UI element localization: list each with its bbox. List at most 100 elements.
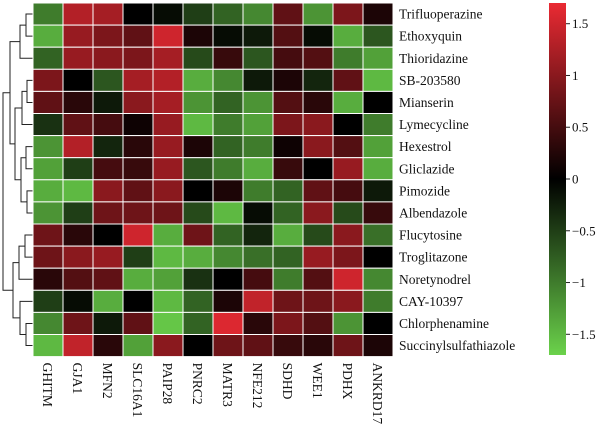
heatmap-cell [62, 334, 94, 358]
heatmap-cell [92, 2, 124, 26]
heatmap-cell [62, 90, 94, 115]
heatmap-cell [242, 68, 274, 92]
heatmap-cell [122, 289, 154, 313]
heatmap-cell [62, 68, 94, 92]
heatmap-cell [122, 334, 154, 358]
row-label: Succinylsulfathiazole [399, 338, 515, 353]
heatmap-cell [362, 2, 394, 26]
row-label: Ethoxyquin [399, 29, 462, 44]
heatmap-cell [272, 289, 304, 313]
heatmap-cell [122, 24, 154, 48]
heatmap-cell [302, 334, 334, 358]
heatmap-cell [32, 223, 64, 247]
heatmap-cell [122, 245, 154, 269]
heatmap-cell [182, 2, 214, 26]
heatmap-cell [62, 201, 94, 225]
heatmap-cell [92, 223, 124, 247]
heatmap-cell [332, 245, 364, 269]
heatmap-cells [32, 2, 394, 358]
heatmap-cell [62, 157, 94, 181]
heatmap-cell [302, 311, 334, 335]
heatmap-cell [212, 2, 244, 26]
colorbar-tick-label: 0 [572, 172, 579, 187]
colorbar-tick-label: 1 [572, 68, 579, 83]
heatmap-cell [362, 267, 394, 291]
column-label: GJA1 [70, 363, 85, 395]
heatmap-cell [122, 267, 154, 291]
column-label: GHITM [40, 363, 55, 407]
heatmap-cell [182, 179, 214, 203]
row-label: SB-203580 [399, 73, 461, 88]
heatmap-cell [92, 289, 124, 313]
heatmap-cell [122, 46, 154, 70]
heatmap-cell [182, 68, 214, 92]
heatmap-cell [362, 311, 394, 335]
heatmap-cell [212, 245, 244, 269]
row-label: Hexestrol [399, 139, 452, 154]
heatmap-cell [92, 157, 124, 181]
heatmap-cell [332, 267, 364, 291]
heatmap-cell [302, 223, 334, 247]
heatmap-cell [182, 334, 214, 358]
heatmap-cell [92, 311, 124, 335]
row-label: Mianserin [399, 95, 454, 110]
heatmap-cell [92, 135, 124, 159]
heatmap-cell [332, 68, 364, 92]
heatmap-cell [242, 46, 274, 70]
heatmap-cell [362, 289, 394, 313]
heatmap-cell [332, 135, 364, 159]
heatmap-cell [302, 289, 334, 313]
heatmap-cell [182, 267, 214, 291]
heatmap-cell [92, 90, 124, 115]
heatmap-cell [32, 46, 64, 70]
heatmap-cell [302, 46, 334, 70]
heatmap-cell [122, 311, 154, 335]
heatmap-cell [122, 201, 154, 225]
heatmap-cell [62, 267, 94, 291]
heatmap-cell [152, 157, 184, 181]
heatmap-cell [62, 2, 94, 26]
row-label: Troglitazone [399, 250, 468, 265]
row-label: Thioridazine [399, 51, 468, 66]
heatmap-cell [122, 223, 154, 247]
heatmap-cell [32, 334, 64, 358]
heatmap-cell [242, 201, 274, 225]
heatmap-cell [62, 289, 94, 313]
heatmap-cell [302, 267, 334, 291]
heatmap-cell [242, 24, 274, 48]
heatmap-cell [242, 289, 274, 313]
heatmap-cell [272, 90, 304, 115]
column-label: MATR3 [220, 363, 235, 408]
heatmap-cell [302, 90, 334, 115]
heatmap-cell [302, 201, 334, 225]
heatmap-cell [32, 90, 64, 115]
heatmap-cell [182, 135, 214, 159]
heatmap-cell [212, 201, 244, 225]
heatmap-cell [62, 223, 94, 247]
heatmap-cell [272, 24, 304, 48]
heatmap-cell [212, 90, 244, 115]
row-label: Gliclazide [399, 161, 454, 176]
heatmap-cell [362, 46, 394, 70]
heatmap-cell [362, 135, 394, 159]
heatmap-cell [212, 223, 244, 247]
heatmap-cell [92, 113, 124, 137]
heatmap-cell [152, 334, 184, 358]
heatmap-cell [212, 46, 244, 70]
heatmap-cell [182, 245, 214, 269]
row-label: Flucytosine [399, 228, 462, 243]
heatmap-cell [362, 68, 394, 92]
heatmap-cell [242, 311, 274, 335]
heatmap-cell [122, 2, 154, 26]
heatmap-cell [242, 179, 274, 203]
heatmap-cell [272, 68, 304, 92]
heatmap-cell [272, 2, 304, 26]
heatmap-cell [332, 24, 364, 48]
heatmap-cell [32, 24, 64, 48]
heatmap-cell [212, 135, 244, 159]
heatmap-cell [272, 311, 304, 335]
heatmap-cell [122, 90, 154, 115]
heatmap-cell [152, 135, 184, 159]
heatmap-cell [332, 90, 364, 115]
heatmap-cell [152, 289, 184, 313]
